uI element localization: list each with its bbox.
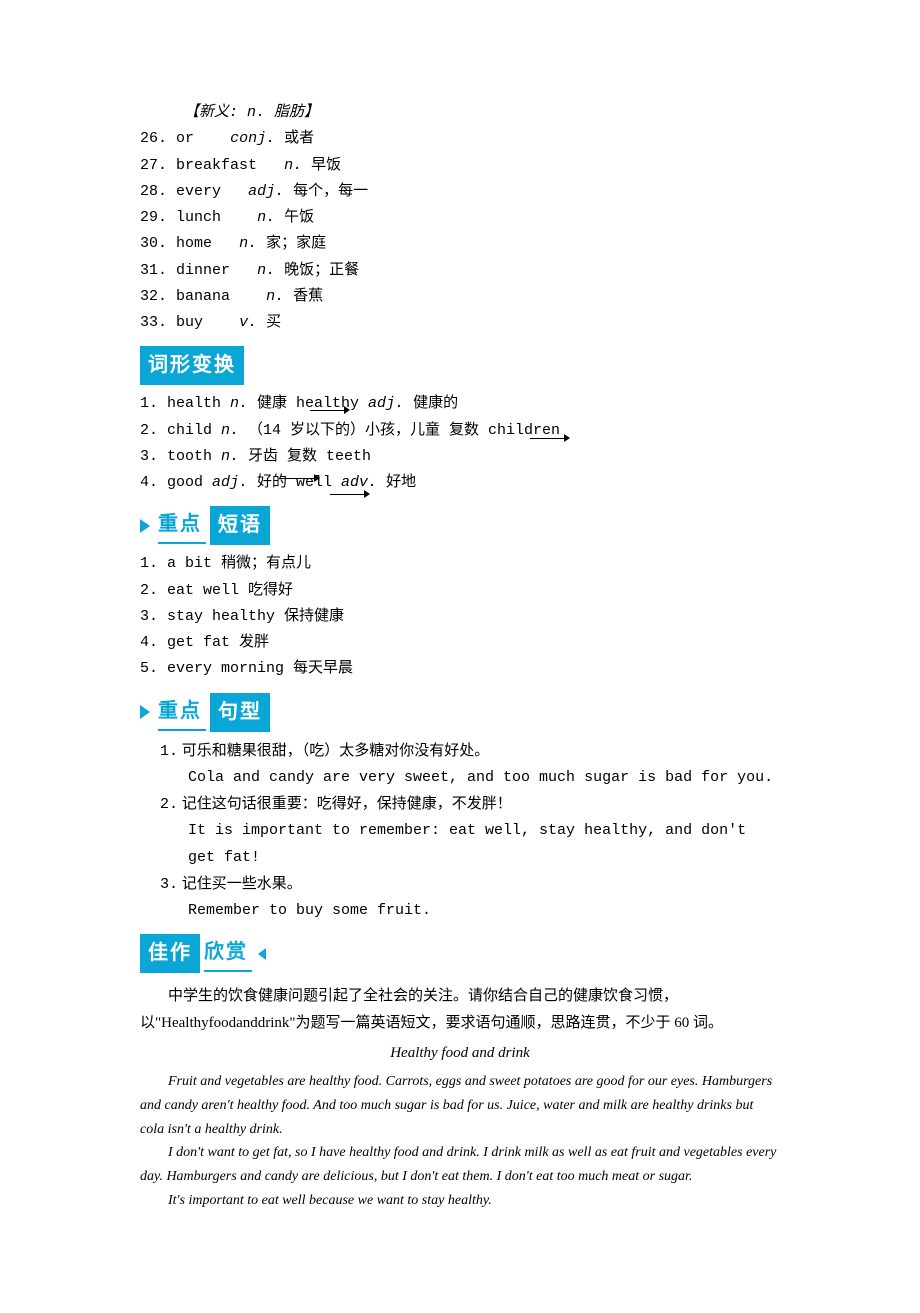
arrow-icon [310, 405, 350, 415]
essay-paragraph: Fruit and vegetables are healthy food. C… [140, 1070, 780, 1141]
sentence-zh: 2. 记住这句话很重要：吃得好，保持健康，不发胖！ [160, 791, 780, 818]
badge-word-forms: 词形变换 [140, 346, 244, 385]
vocab-item: 33. buy v. 买 [140, 310, 780, 336]
phrase-item: 3. stay healthy 保持健康 [140, 604, 780, 630]
essay-paragraph: I don't want to get fat, so I have healt… [140, 1141, 780, 1189]
essay-prompt: 中学生的饮食健康问题引起了全社会的关注。请你结合自己的健康饮食习惯，以"Heal… [140, 983, 780, 1036]
word-form-item: 2. child n. （14 岁以下的）小孩，儿童 复数 children [140, 418, 780, 444]
vocab-item: 30. home n. 家；家庭 [140, 231, 780, 257]
vocab-item: 27. breakfast n. 早饭 [140, 153, 780, 179]
phrase-item: 5. every morning 每天早晨 [140, 656, 780, 682]
section-sentences-header: 重点 句型 [140, 693, 270, 732]
section-word-forms-header: 词形变换 [140, 346, 244, 385]
badge-essay-a: 佳作 [140, 934, 200, 973]
badge-sentences-b: 句型 [210, 693, 270, 732]
sentence-en: Cola and candy are very sweet, and too m… [160, 765, 780, 791]
vocab-continued-block: 【新义: n. 脂肪】 26. or conj. 或者 27. breakfas… [140, 100, 780, 336]
word-form-item: 1. health n. 健康 healthy adj. 健康的 [140, 391, 780, 417]
arrow-icon [530, 433, 570, 443]
vocab-item: 29. lunch n. 午饭 [140, 205, 780, 231]
vocab-note-text: 【新义: n. 脂肪】 [184, 104, 319, 121]
essay-paragraph: It's important to eat well because we wa… [140, 1189, 780, 1213]
sentence-zh: 3. 记住买一些水果。 [160, 871, 780, 898]
vocab-note: 【新义: n. 脂肪】 [140, 100, 780, 126]
triangle-right-icon [140, 519, 150, 533]
sentence-zh: 1. 可乐和糖果很甜，（吃）太多糖对你没有好处。 [160, 738, 780, 765]
vocab-item: 32. banana n. 香蕉 [140, 284, 780, 310]
phrase-item: 2. eat well 吃得好 [140, 578, 780, 604]
arrow-icon [330, 489, 370, 499]
essay-title: Healthy food and drink [140, 1040, 780, 1066]
arrow-icon [280, 473, 320, 483]
sentences-list: 1. 可乐和糖果很甜，（吃）太多糖对你没有好处。 Cola and candy … [140, 738, 780, 925]
word-form-item: 3. tooth n. 牙齿 复数 teeth [140, 444, 780, 470]
triangle-left-icon [258, 948, 266, 960]
badge-sentences-a: 重点 [158, 694, 206, 731]
sentence-en: It is important to remember: eat well, s… [160, 818, 780, 871]
phrases-list: 1. a bit 稍微；有点儿 2. eat well 吃得好 3. stay … [140, 551, 780, 682]
phrase-item: 4. get fat 发胖 [140, 630, 780, 656]
section-phrases-header: 重点 短语 [140, 506, 270, 545]
badge-phrases-a: 重点 [158, 507, 206, 544]
word-forms-list: 1. health n. 健康 healthy adj. 健康的 2. chil… [140, 391, 780, 496]
section-essay-header: 佳作 欣赏 [140, 934, 266, 973]
vocab-item: 26. or conj. 或者 [140, 126, 780, 152]
sentence-en: Remember to buy some fruit. [160, 898, 780, 924]
vocab-item: 31. dinner n. 晚饭；正餐 [140, 258, 780, 284]
badge-essay-b: 欣赏 [204, 935, 252, 972]
vocab-item: 28. every adj. 每个，每一 [140, 179, 780, 205]
word-form-item: 4. good adj. 好的 well adv. 好地 [140, 470, 780, 496]
badge-phrases-b: 短语 [210, 506, 270, 545]
triangle-right-icon [140, 705, 150, 719]
phrase-item: 1. a bit 稍微；有点儿 [140, 551, 780, 577]
